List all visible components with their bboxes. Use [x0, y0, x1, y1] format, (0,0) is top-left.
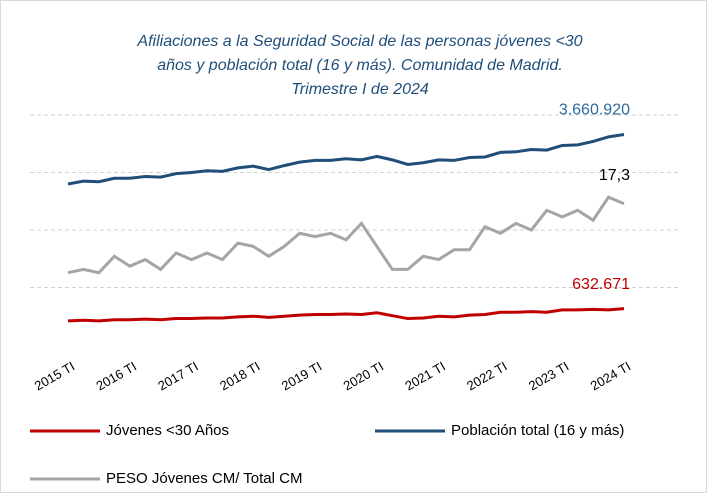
legend-label: Jóvenes <30 Años: [106, 422, 229, 439]
chart-title: Trimestre I de 2024: [291, 81, 429, 98]
data-label: 632.671: [572, 276, 630, 293]
data-label: 17,3: [599, 167, 630, 184]
data-label: 3.660.920: [559, 102, 630, 119]
series-line: [67, 133, 625, 186]
legend-label: Población total (16 y más): [451, 422, 624, 439]
legend-label: PESO Jóvenes CM/ Total CM: [106, 470, 302, 487]
chart-title: años y población total (16 y más). Comun…: [157, 57, 563, 74]
series-line: [67, 195, 625, 275]
chart-title: Afiliaciones a la Seguridad Social de la…: [136, 33, 582, 50]
series-line: [67, 307, 625, 323]
